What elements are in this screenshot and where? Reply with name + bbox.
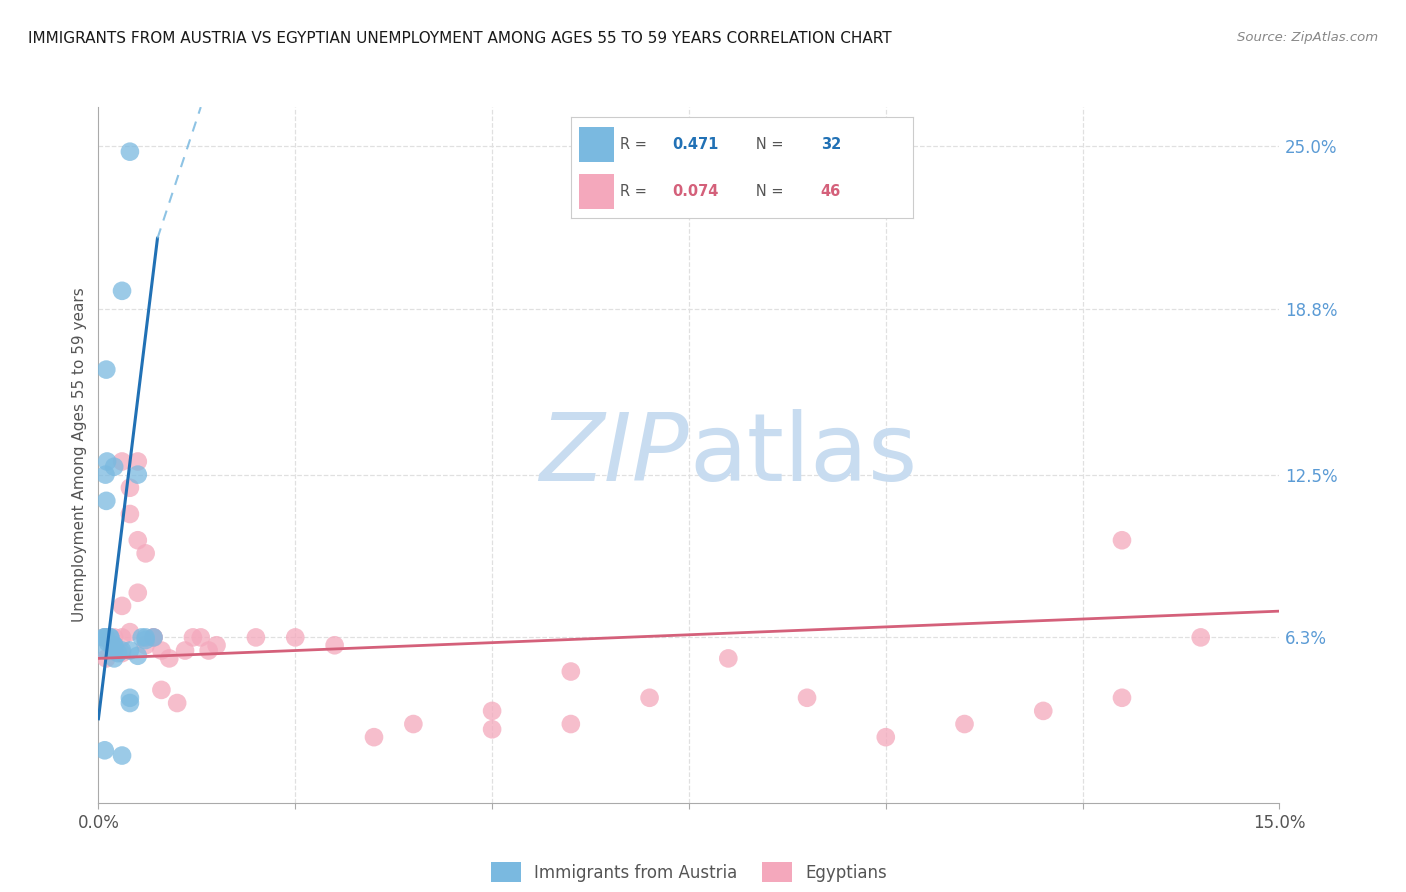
Point [96, 454, 118, 468]
Point [560, 717, 582, 731]
Point [135, 633, 157, 648]
Point [245, 631, 267, 645]
Point [93, 743, 115, 757]
Text: Source: ZipAtlas.com: Source: ZipAtlas.com [1237, 31, 1378, 45]
Point [103, 638, 125, 652]
Point [118, 145, 141, 159]
Point [142, 631, 165, 645]
Point [323, 638, 346, 652]
Point [111, 599, 134, 613]
Point [560, 665, 582, 679]
Point [953, 717, 976, 731]
Point [118, 696, 141, 710]
Point [135, 631, 157, 645]
Point [166, 696, 188, 710]
Point [127, 648, 149, 663]
Point [190, 631, 212, 645]
Point [481, 704, 503, 718]
Point [93, 631, 115, 645]
Point [638, 690, 661, 705]
Point [103, 643, 125, 657]
Point [111, 643, 134, 657]
Point [205, 638, 228, 652]
Point [98, 631, 121, 645]
Point [96, 494, 118, 508]
Point [118, 690, 141, 705]
Point [402, 717, 425, 731]
Point [174, 643, 197, 657]
Point [197, 643, 219, 657]
Legend: Immigrants from Austria, Egyptians: Immigrants from Austria, Egyptians [484, 855, 894, 888]
Point [107, 646, 129, 660]
Point [142, 631, 165, 645]
Point [94, 643, 117, 657]
Point [118, 643, 141, 657]
Point [142, 631, 165, 645]
Point [101, 640, 124, 655]
Point [1111, 533, 1133, 548]
Point [127, 454, 149, 468]
Point [111, 646, 134, 660]
Point [118, 625, 141, 640]
Point [96, 651, 118, 665]
Point [111, 748, 134, 763]
Point [93, 631, 115, 645]
Point [97, 635, 120, 649]
Point [1111, 690, 1133, 705]
Point [150, 643, 173, 657]
Point [111, 631, 134, 645]
Point [875, 730, 897, 744]
Point [103, 459, 125, 474]
Point [103, 651, 125, 665]
Point [363, 730, 385, 744]
Point [103, 638, 125, 652]
Point [127, 533, 149, 548]
Point [1189, 631, 1212, 645]
Point [96, 631, 118, 645]
Text: IMMIGRANTS FROM AUSTRIA VS EGYPTIAN UNEMPLOYMENT AMONG AGES 55 TO 59 YEARS CORRE: IMMIGRANTS FROM AUSTRIA VS EGYPTIAN UNEM… [28, 31, 891, 46]
Point [96, 362, 118, 376]
Point [118, 481, 141, 495]
Point [284, 631, 307, 645]
Point [135, 546, 157, 560]
Point [98, 631, 121, 645]
Y-axis label: Unemployment Among Ages 55 to 59 years: Unemployment Among Ages 55 to 59 years [72, 287, 87, 623]
Point [181, 631, 204, 645]
Point [111, 454, 134, 468]
Point [101, 638, 124, 652]
Point [796, 690, 818, 705]
Point [103, 638, 125, 652]
Point [150, 682, 173, 697]
Point [131, 631, 153, 645]
Point [93, 631, 115, 645]
Point [118, 507, 141, 521]
Point [1032, 704, 1054, 718]
Point [111, 284, 134, 298]
Point [94, 467, 117, 482]
Point [717, 651, 740, 665]
Point [127, 467, 149, 482]
Point [127, 586, 149, 600]
Point [103, 631, 125, 645]
Text: atlas: atlas [689, 409, 917, 501]
Point [481, 723, 503, 737]
Point [135, 638, 157, 652]
Text: ZIP: ZIP [540, 409, 689, 500]
Point [157, 651, 180, 665]
